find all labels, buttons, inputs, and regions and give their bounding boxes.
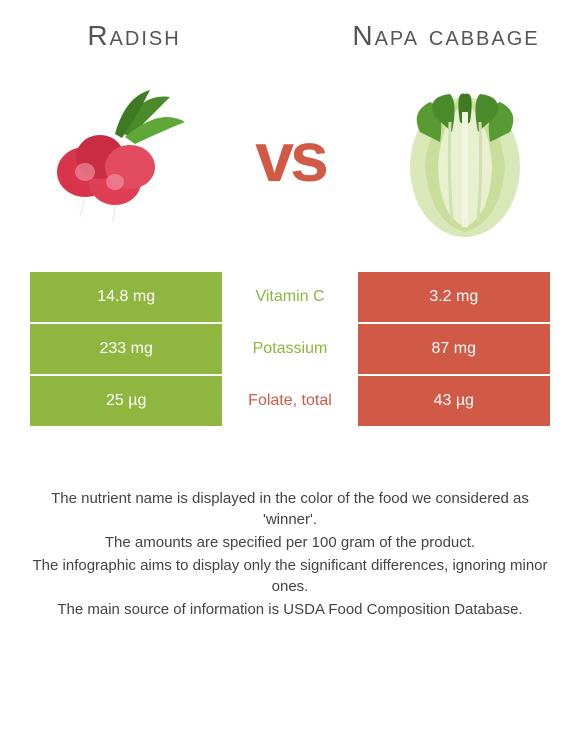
nutrient-value-left: 233 mg	[30, 324, 222, 374]
footnote-line: The amounts are specified per 100 gram o…	[30, 532, 550, 553]
nutrient-label: Folate, total	[222, 376, 357, 426]
nutrient-label: Vitamin C	[222, 272, 357, 322]
footnote-line: The infographic aims to display only the…	[30, 555, 550, 597]
footnote-line: The nutrient name is displayed in the co…	[30, 488, 550, 530]
nutrient-row: 14.8 mgVitamin C3.2 mg	[30, 272, 550, 324]
nutrient-label: Potassium	[222, 324, 357, 374]
nutrient-value-right: 3.2 mg	[358, 272, 550, 322]
nutrient-row: 25 µgFolate, total43 µg	[30, 376, 550, 428]
nutrient-row: 233 mgPotassium87 mg	[30, 324, 550, 376]
food-title-right: Napa cabbage	[342, 20, 550, 52]
vs-label: vs	[255, 117, 325, 197]
nutrient-table: 14.8 mgVitamin C3.2 mg233 mgPotassium87 …	[30, 272, 550, 428]
nutrient-value-right: 43 µg	[358, 376, 550, 426]
nutrient-value-right: 87 mg	[358, 324, 550, 374]
nutrient-value-left: 14.8 mg	[30, 272, 222, 322]
footnotes: The nutrient name is displayed in the co…	[30, 488, 550, 620]
nutrient-value-left: 25 µg	[30, 376, 222, 426]
napa-cabbage-image	[380, 72, 550, 242]
food-title-left: Radish	[30, 20, 238, 52]
radish-image	[30, 72, 200, 242]
footnote-line: The main source of information is USDA F…	[30, 599, 550, 620]
